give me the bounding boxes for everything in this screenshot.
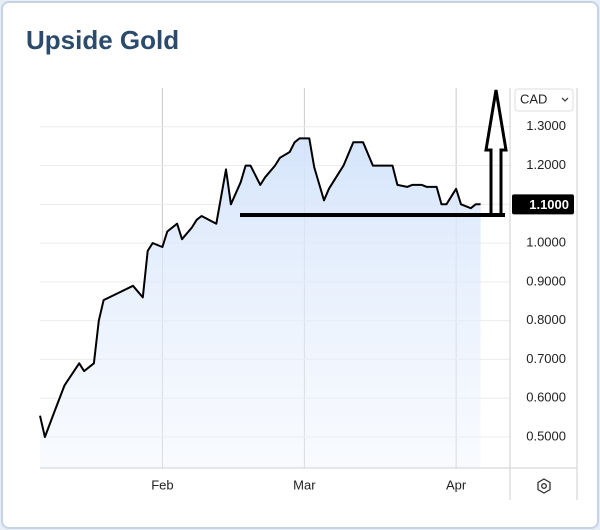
last-price-label: 1.1000 [529,197,569,212]
y-tick-label: 0.7000 [526,351,566,366]
price-line [39,137,481,438]
settings-hex[interactable] [537,478,551,494]
y-tick-label: 0.5000 [526,428,566,443]
dropdown-arrow[interactable] [561,97,569,102]
chart-title: Upside Gold [26,25,179,55]
y-tick-label: 1.3000 [526,118,566,133]
y-tick-label: 0.9000 [526,273,566,288]
x-tick-label: Feb [151,477,173,492]
y-tick-label: 1.0000 [526,235,566,250]
y-tick-label: 1.2000 [526,157,566,172]
settings-icon[interactable] [537,478,551,494]
plot [39,137,481,468]
currency-select[interactable]: CAD [514,88,574,112]
annotation-arrow [240,89,508,217]
settings-dot[interactable] [541,483,547,489]
y-tick-label: 0.6000 [526,390,566,405]
currency-label[interactable]: CAD [520,91,547,106]
x-tick-label: Mar [293,477,316,492]
last-price-box [512,194,574,215]
x-tick-label: Apr [446,477,467,492]
area [40,138,481,468]
annotation-up-arrow [484,89,508,215]
currency-box[interactable] [514,88,574,112]
y-tick-label: 0.8000 [526,312,566,327]
